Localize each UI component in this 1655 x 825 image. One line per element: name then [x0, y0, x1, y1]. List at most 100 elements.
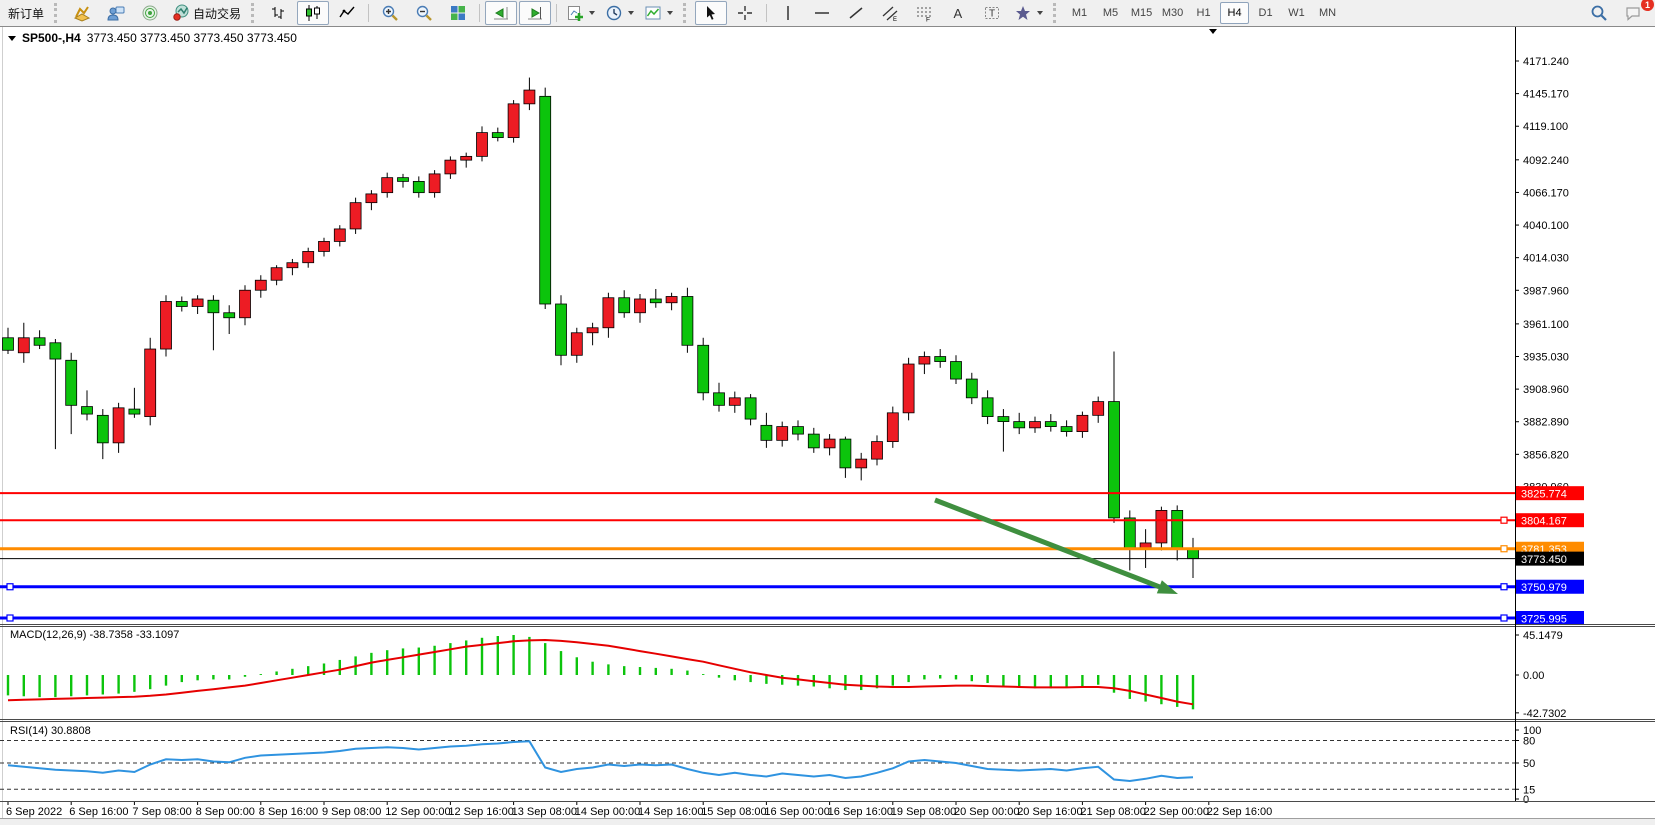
candle-body-up — [476, 132, 488, 157]
market-watch-button[interactable] — [134, 1, 166, 25]
text-a-icon: A — [949, 4, 967, 22]
candle — [1060, 420, 1073, 437]
bar-chart-button[interactable] — [263, 1, 295, 25]
crosshair-button[interactable] — [729, 1, 761, 25]
channel-button[interactable]: E — [874, 1, 906, 25]
vertical-line-button[interactable] — [772, 1, 804, 25]
indicators-button[interactable] — [562, 1, 599, 25]
candle — [1076, 411, 1089, 438]
shapes-button[interactable] — [1010, 1, 1047, 25]
fibonacci-button[interactable]: F — [908, 1, 940, 25]
timeframe-button-m15[interactable]: M15 — [1130, 7, 1153, 19]
candle-body-up — [318, 241, 330, 252]
horizontal-line-button[interactable] — [806, 1, 838, 25]
candle-body-down — [412, 180, 425, 194]
chevron-down-icon[interactable] — [628, 11, 635, 15]
candle-body-down — [397, 177, 409, 182]
autotrading-button[interactable]: 自动交易 — [168, 1, 245, 25]
chart-title: SP500-,H4 3773.450 3773.450 3773.450 377… — [8, 31, 297, 45]
cursor-button[interactable] — [695, 1, 728, 25]
chart-shift-marker[interactable] — [1209, 29, 1217, 34]
candle — [333, 225, 346, 247]
search-button[interactable] — [1583, 1, 1615, 25]
candle — [570, 327, 583, 363]
templates-button[interactable] — [640, 1, 677, 25]
candle-body-up — [191, 298, 204, 307]
candle — [871, 435, 883, 466]
candle-body-down — [1013, 421, 1026, 429]
candle — [1155, 506, 1168, 551]
line-chart-button[interactable] — [331, 1, 363, 25]
chevron-down-icon[interactable] — [589, 11, 596, 15]
toolbar-grip — [683, 3, 689, 23]
chart-shift-button[interactable] — [519, 1, 552, 25]
candle-body-up — [902, 363, 915, 414]
rsi-axis-label: 50 — [1523, 758, 1535, 770]
profile-button[interactable] — [100, 1, 132, 25]
new-order-button[interactable]: 新订单 — [4, 1, 48, 25]
toolbar-separator — [556, 4, 558, 22]
label-button[interactable]: T — [976, 1, 1008, 25]
timeframe-button-h1[interactable]: H1 — [1196, 7, 1211, 19]
text-button[interactable]: A — [942, 1, 974, 25]
candle — [1013, 412, 1026, 435]
time-axis-label: 12 Sep 00:00 — [385, 806, 450, 818]
candle-body-up — [523, 89, 536, 105]
chart-yellow-icon — [73, 4, 91, 22]
profile-icon — [107, 4, 125, 22]
tile-windows-button[interactable] — [442, 1, 474, 25]
chevron-down-icon[interactable] — [667, 11, 674, 15]
candle-body-up — [602, 297, 615, 329]
candle — [381, 172, 394, 198]
chart-symbol: SP500-,H4 — [22, 31, 81, 45]
candle-body-up — [507, 103, 520, 139]
hline-handle[interactable] — [1500, 583, 1508, 591]
hline-handle[interactable] — [1500, 614, 1508, 622]
zoom-out-button[interactable] — [408, 1, 440, 25]
linechart-icon — [338, 4, 356, 22]
fibo-icon: F — [915, 4, 933, 22]
candle-body-up — [160, 301, 172, 350]
hline-handle[interactable] — [1500, 545, 1508, 553]
timeframe-button-w1[interactable]: W1 — [1288, 7, 1305, 19]
candle — [1029, 416, 1041, 433]
candle-body-down — [1044, 421, 1057, 427]
sonar-icon — [141, 4, 159, 22]
trend-arrow-head[interactable] — [1156, 580, 1178, 594]
magnifier-icon — [1590, 4, 1608, 22]
timeframe-button-m1[interactable]: M1 — [1071, 7, 1088, 19]
candle — [823, 434, 836, 456]
candle-body-down — [81, 406, 93, 415]
hline-handle[interactable] — [6, 583, 14, 591]
time-axis-label: 15 Sep 08:00 — [701, 806, 766, 818]
price-axis-label: 4119.100 — [1523, 121, 1568, 133]
timeframe-button-mn[interactable]: MN — [1318, 7, 1337, 19]
candle — [902, 357, 915, 421]
timeframe-button-m30[interactable]: M30 — [1161, 7, 1184, 19]
candle-body-up — [634, 298, 646, 314]
candle-body-up — [728, 397, 741, 406]
hline-handle[interactable] — [1500, 516, 1508, 524]
new-chart-button[interactable] — [66, 1, 98, 25]
timeframe-button-m5[interactable]: M5 — [1102, 7, 1119, 19]
hline-handle[interactable] — [6, 614, 14, 622]
candle-body-up — [444, 159, 457, 175]
candlestick-button[interactable] — [297, 1, 330, 25]
trend-arrow[interactable] — [934, 497, 1161, 590]
timeframe-button-h4[interactable]: H4 — [1220, 2, 1250, 24]
notifications-button[interactable]: 1 — [1617, 0, 1654, 25]
trendline-button[interactable] — [840, 1, 872, 25]
timeframe-button-d1[interactable]: D1 — [1258, 7, 1273, 19]
candle-body-down — [681, 296, 694, 346]
auto-scroll-button[interactable] — [485, 1, 518, 25]
zoom-in-button[interactable] — [374, 1, 406, 25]
collapse-arrow-icon[interactable] — [8, 35, 16, 41]
chevron-down-icon[interactable] — [1037, 11, 1044, 15]
candle — [918, 351, 931, 375]
candle — [728, 391, 741, 413]
candle-body-up — [428, 173, 441, 194]
candle-body-up — [823, 438, 836, 449]
candle — [191, 295, 204, 315]
candle — [239, 285, 251, 326]
periods-button[interactable] — [601, 1, 638, 25]
